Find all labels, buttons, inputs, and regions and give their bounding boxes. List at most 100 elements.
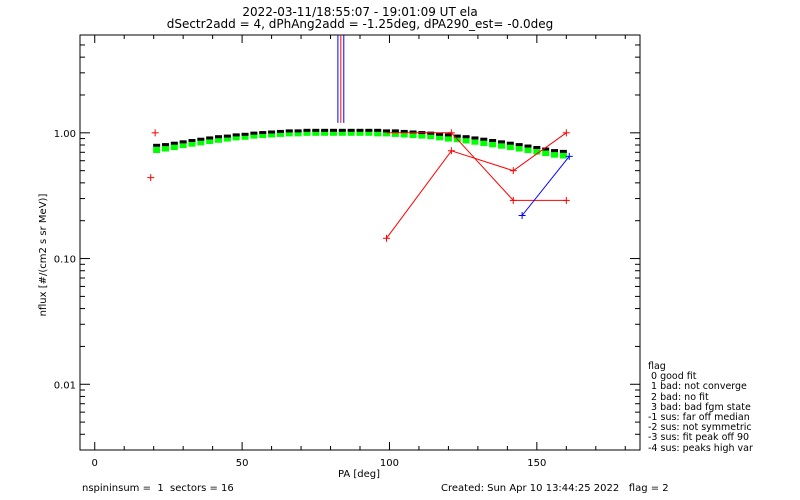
footer-spin-info: nspininsum = 1 sectors = 16	[82, 483, 234, 494]
dash-marker	[215, 135, 223, 139]
dash-marker	[321, 128, 329, 132]
dash-marker	[197, 137, 205, 141]
dash-marker	[374, 128, 382, 132]
square-marker	[489, 141, 497, 148]
dash-marker	[241, 132, 249, 136]
square-marker	[188, 140, 196, 147]
plus-marker	[151, 129, 159, 137]
plus-marker	[562, 129, 570, 137]
plus-marker	[383, 234, 391, 242]
square-marker	[250, 132, 258, 139]
dash-marker	[268, 130, 276, 134]
y-tick-label: 0.10	[54, 255, 76, 266]
dash-marker	[383, 129, 391, 133]
square-marker	[161, 145, 169, 152]
dash-marker	[524, 144, 532, 148]
square-marker	[153, 147, 161, 154]
dash-marker	[542, 147, 550, 151]
dash-marker	[303, 128, 311, 132]
y-axis-label: nflux [#/(cm2 s sr MeV)]	[38, 194, 49, 317]
dash-marker	[480, 137, 488, 141]
dash-marker	[453, 134, 461, 138]
x-tick-label: 100	[380, 458, 399, 469]
legend-item: -2 sus: not symmetric	[648, 422, 752, 434]
square-marker	[197, 139, 205, 146]
dash-marker	[462, 135, 470, 139]
square-marker	[356, 129, 364, 136]
chart-title-time-range: 2022-03-11/18:55:07 - 19:01:09 UT ela	[242, 5, 478, 19]
square-marker	[179, 142, 187, 149]
dash-marker	[391, 129, 399, 133]
dash-marker	[276, 129, 284, 133]
series-line	[521, 155, 570, 216]
dash-marker	[153, 143, 161, 147]
dash-marker	[338, 128, 346, 132]
square-marker	[427, 133, 435, 140]
y-tick-label: 0.01	[54, 380, 76, 391]
legend-item: 0 good fit	[648, 371, 697, 383]
dash-marker	[471, 136, 479, 140]
dash-marker	[515, 143, 523, 147]
dash-marker	[294, 129, 302, 133]
x-tick-label: 0	[92, 458, 98, 469]
x-tick-label: 150	[527, 458, 546, 469]
chart-title-parameters: dSectr2add = 4, dPhAng2add = -1.25deg, d…	[166, 17, 554, 31]
dash-marker	[356, 128, 364, 132]
dash-marker	[161, 143, 169, 147]
dash-marker	[223, 134, 231, 138]
square-marker	[223, 135, 231, 142]
dash-marker	[551, 149, 559, 153]
dash-marker	[489, 139, 497, 143]
square-marker	[436, 134, 444, 141]
dash-marker	[312, 128, 320, 132]
square-marker	[329, 129, 337, 136]
plot-frame	[79, 34, 641, 451]
square-marker	[542, 150, 550, 157]
square-marker	[400, 131, 408, 138]
square-marker	[471, 138, 479, 145]
square-marker	[391, 130, 399, 137]
square-marker	[285, 130, 293, 137]
dash-marker	[533, 146, 541, 150]
dash-marker	[409, 130, 417, 134]
square-marker	[338, 129, 346, 136]
square-marker	[170, 144, 178, 151]
square-marker	[444, 135, 452, 142]
square-marker	[312, 129, 320, 136]
square-marker	[559, 152, 567, 159]
dash-marker	[497, 140, 505, 144]
square-marker	[524, 147, 532, 154]
flag-legend: flag 0 good fit 1 bad: not converge 2 ba…	[648, 361, 753, 454]
square-marker	[303, 129, 311, 136]
square-marker	[506, 144, 514, 151]
legend-title: flag	[648, 361, 666, 372]
dash-marker	[436, 132, 444, 136]
dash-marker	[206, 136, 214, 140]
dash-marker	[329, 128, 337, 132]
plus-marker	[509, 196, 517, 204]
square-marker	[276, 130, 284, 137]
plus-marker	[147, 174, 155, 182]
square-marker	[409, 132, 417, 139]
square-marker	[365, 129, 373, 136]
plus-marker	[518, 211, 526, 219]
x-axis-label: PA [deg]	[338, 469, 380, 480]
legend-item: 1 bad: not converge	[648, 381, 747, 393]
square-marker	[347, 129, 355, 136]
legend-item: -3 sus: fit peak off 90	[648, 432, 750, 444]
dash-marker	[444, 133, 452, 137]
square-marker	[215, 136, 223, 143]
dash-marker	[506, 141, 514, 145]
dash-marker	[179, 140, 187, 144]
x-tick-label: 50	[236, 458, 249, 469]
dash-marker	[232, 133, 240, 137]
square-marker	[515, 145, 523, 152]
dash-marker	[250, 131, 258, 135]
dash-marker	[188, 139, 196, 143]
footer-created-info: Created: Sun Apr 10 13:44:25 2022 flag =…	[441, 483, 669, 494]
plus-marker	[447, 129, 455, 137]
square-marker	[268, 131, 276, 138]
square-marker	[383, 130, 391, 137]
square-marker	[533, 148, 541, 155]
